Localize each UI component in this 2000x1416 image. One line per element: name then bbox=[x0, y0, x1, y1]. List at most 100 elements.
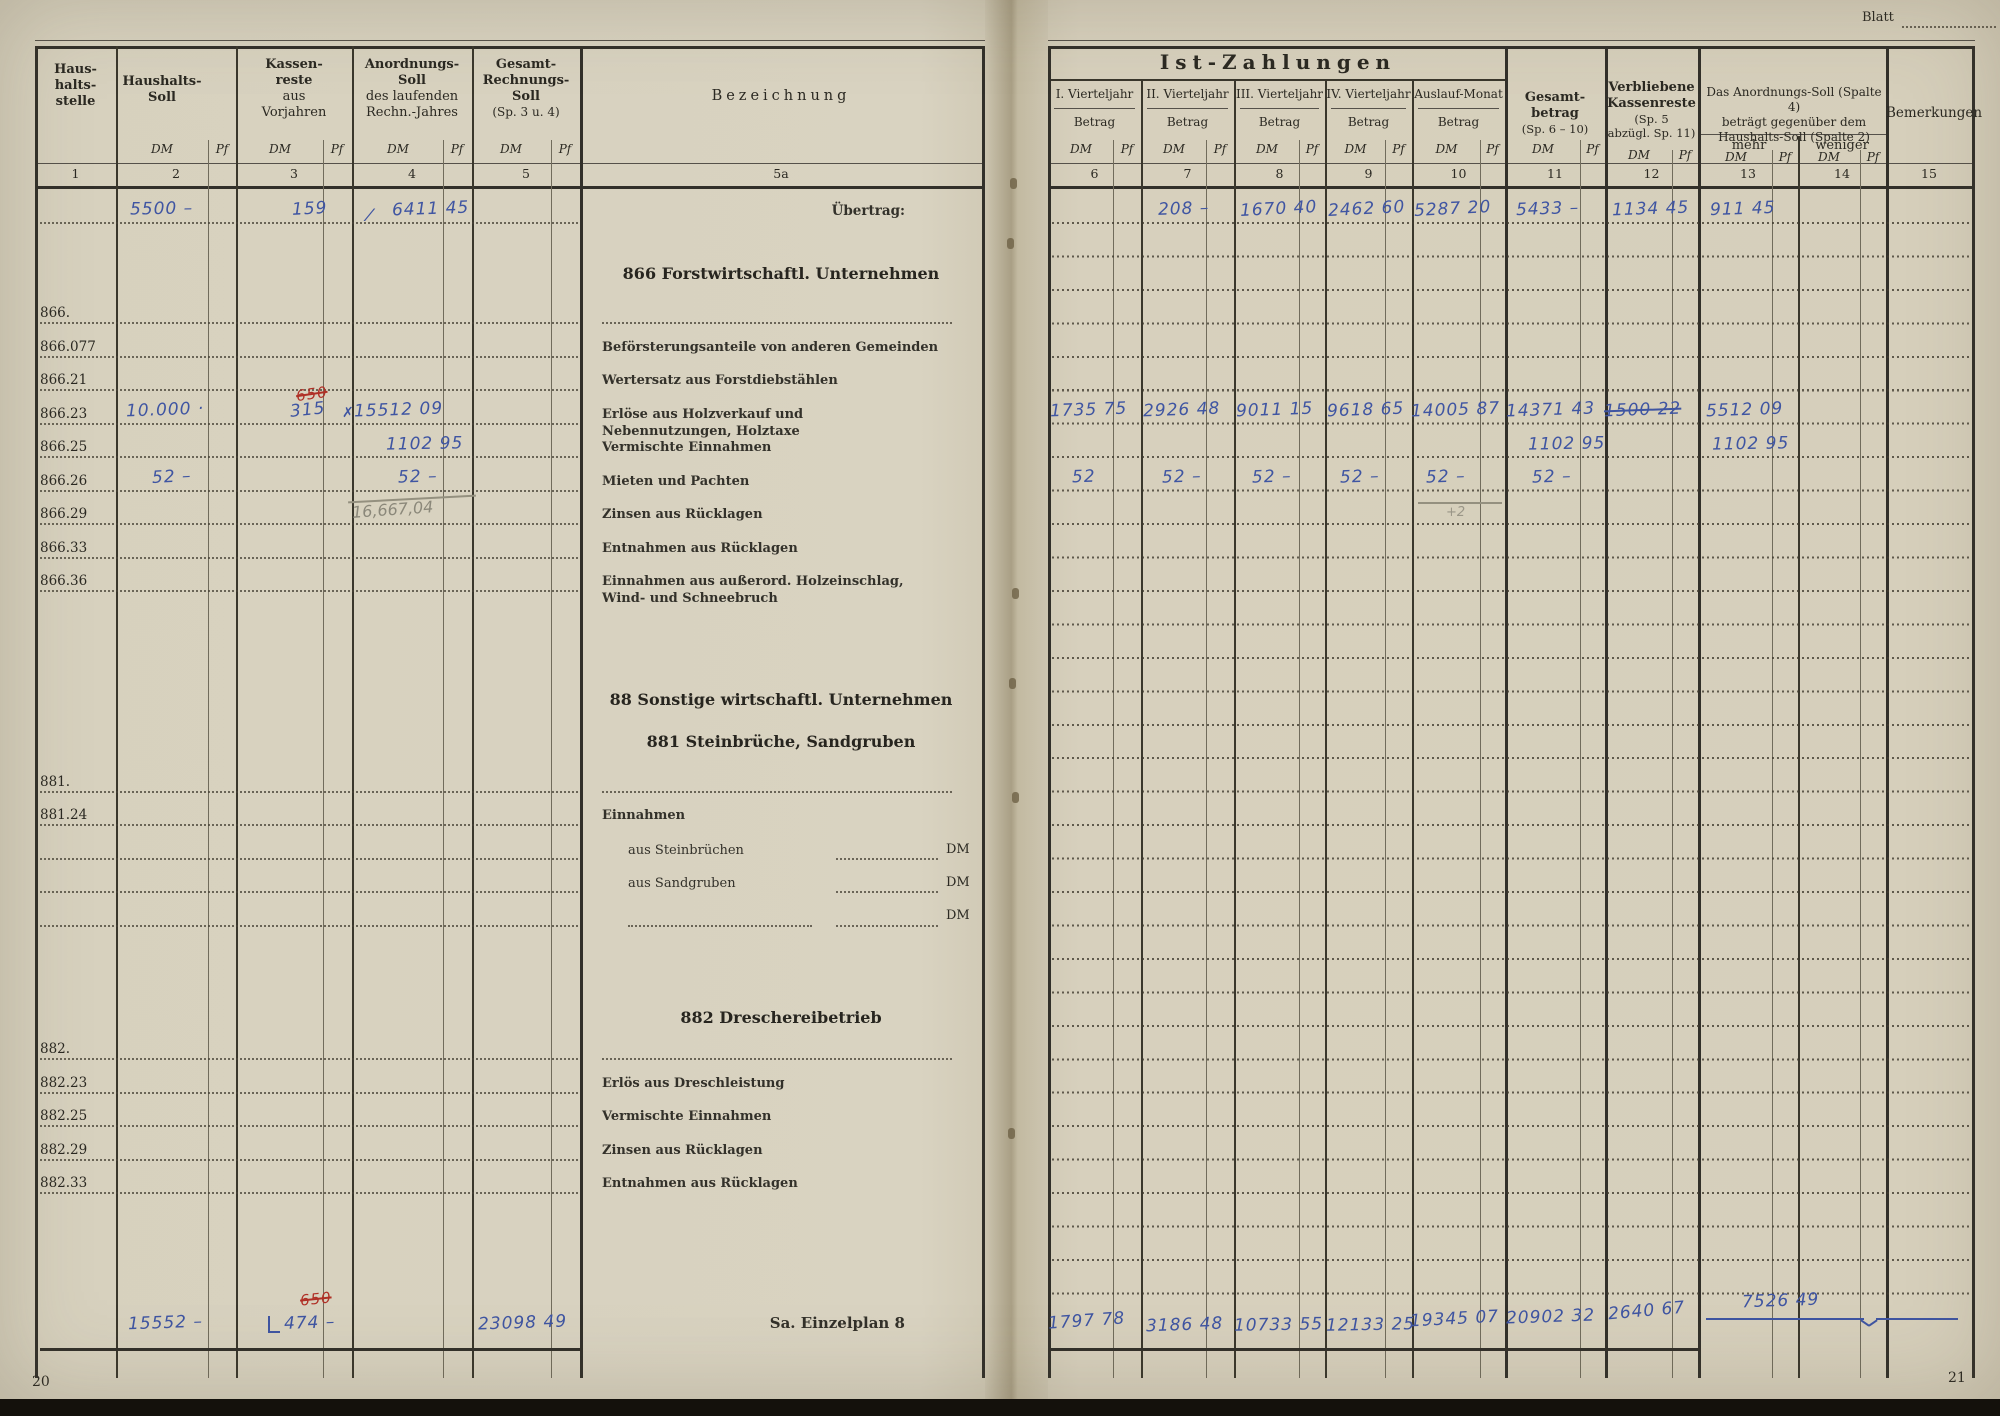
hw-quarter4: 2462 60 bbox=[1327, 196, 1406, 222]
hw-mehr: 911 45 bbox=[1709, 197, 1776, 221]
col-header-verbliebene-kassenreste: Verbliebene Kassenreste (Sp. 5 abzügl. S… bbox=[1607, 80, 1696, 140]
dm-label: DM bbox=[1070, 142, 1092, 156]
hw-stray-mark: ⁄ bbox=[368, 206, 372, 226]
row-label: Zinsen aus Rücklagen bbox=[602, 1143, 763, 1158]
row-label: Mieten und Pachten bbox=[602, 474, 750, 489]
hw-quarter3: 52 – bbox=[1251, 466, 1292, 488]
fill-in-line bbox=[836, 925, 938, 927]
col-header-bezeichnung: Bezeichnung bbox=[711, 88, 851, 104]
binding-stitch bbox=[1009, 678, 1016, 689]
row-line bbox=[40, 423, 578, 425]
pencil-line bbox=[1418, 502, 1502, 504]
row-line bbox=[40, 590, 578, 592]
section-heading-866: 866 Forstwirtschaftl. Unternehmen bbox=[622, 264, 940, 283]
section-heading-882: 882 Dreschereibetrieb bbox=[680, 1008, 882, 1027]
sub-row-label: aus Sandgruben bbox=[628, 876, 736, 891]
blatt-dotted-line bbox=[1902, 26, 1996, 28]
totals-label: Sa. Einzelplan 8 bbox=[769, 1314, 905, 1332]
row-code: 866.33 bbox=[40, 540, 88, 556]
totals-underline bbox=[1048, 1348, 1700, 1351]
quarter-header: II. Vierteljahr bbox=[1146, 87, 1229, 101]
hw-quarter4: 52 – bbox=[1339, 466, 1380, 488]
hw-check-mark: ✗ bbox=[342, 405, 355, 421]
col-header-haushalts-soll: Haushalts- Soll bbox=[122, 74, 202, 105]
hw-brace-line bbox=[1706, 1318, 1864, 1320]
hw-gesamtbetrag: 14371 43 bbox=[1505, 398, 1596, 422]
dm-label: DM bbox=[500, 142, 522, 156]
hw-anordnungs-soll-total: 23098 49 bbox=[477, 1311, 568, 1335]
rule bbox=[551, 140, 552, 1378]
row-code: 866.36 bbox=[40, 573, 88, 589]
hw-mehr: 1102 95 bbox=[1711, 433, 1790, 455]
hw-quarter2: 208 – bbox=[1157, 198, 1210, 220]
section-heading-88: 88 Sonstige wirtschaftl. Unternehmen bbox=[609, 690, 953, 709]
hw-anordnungs-soll: 52 – bbox=[397, 466, 438, 488]
row-code: 866. bbox=[40, 305, 71, 321]
quarter-header: Auslauf-Monat bbox=[1414, 87, 1503, 101]
row-line bbox=[40, 791, 578, 793]
hw-haushalts-soll-total: 15552 – bbox=[127, 1311, 204, 1335]
dm-label: DM bbox=[1163, 142, 1185, 156]
col-number: 10 bbox=[1450, 166, 1467, 181]
rule bbox=[35, 46, 985, 49]
pf-label: Pf bbox=[558, 142, 572, 156]
pf-label: Pf bbox=[330, 142, 344, 156]
row-label: Vermischte Einnahmen bbox=[602, 440, 772, 455]
row-line bbox=[40, 891, 578, 893]
row-lines bbox=[1052, 222, 1971, 1295]
row-label: Beförsterungsanteile von anderen Gemeind… bbox=[602, 340, 939, 355]
scanner-background bbox=[0, 1399, 2000, 1416]
row-label: Entnahmen aus Rücklagen bbox=[602, 541, 798, 556]
hw-anordnungs-soll: 6411 45 bbox=[391, 197, 470, 221]
row-code: 881. bbox=[40, 774, 71, 790]
row-code: 882. bbox=[40, 1041, 71, 1057]
row-line bbox=[40, 523, 578, 525]
rule bbox=[1048, 40, 1975, 41]
row-line bbox=[40, 925, 578, 927]
rule bbox=[1700, 134, 1888, 135]
hw-quarter2: 2926 48 bbox=[1142, 398, 1221, 422]
pf-label: Pf bbox=[450, 142, 464, 156]
rule bbox=[472, 46, 474, 1378]
hw-gesamtbetrag-total: 20902 32 bbox=[1505, 1305, 1596, 1329]
hw-kassenreste-rest: 1134 45 bbox=[1611, 197, 1690, 221]
currency-unit: DM bbox=[946, 908, 970, 923]
betrag-label: Betrag bbox=[1437, 115, 1480, 129]
row-label: Erlöse aus Holzverkauf und Nebennutzunge… bbox=[602, 407, 804, 439]
pf-label: Pf bbox=[1213, 142, 1227, 156]
row-label: Wertersatz aus Forstdiebstählen bbox=[602, 373, 838, 388]
weniger-header: weniger bbox=[1815, 138, 1869, 153]
row-code: 866.26 bbox=[40, 473, 88, 489]
col-number: 2 bbox=[172, 166, 180, 181]
hw-kassenreste-rest-struck: 1500 22 bbox=[1603, 398, 1682, 422]
hw-mehr-total: 7526 49 bbox=[1741, 1289, 1820, 1313]
hw-kassenreste: 159 bbox=[291, 198, 328, 220]
dm-label: DM bbox=[1725, 150, 1747, 164]
currency-unit: DM bbox=[946, 875, 970, 890]
pf-label: Pf bbox=[1586, 142, 1599, 156]
hw-gesamtbetrag: 5433 – bbox=[1515, 197, 1580, 221]
row-line bbox=[40, 222, 578, 224]
folio-number-right: 21 bbox=[1948, 1370, 1966, 1386]
rule bbox=[1048, 79, 1508, 81]
fill-in-line bbox=[836, 858, 938, 860]
col-number: 13 bbox=[1740, 166, 1756, 181]
binding-stitch bbox=[1012, 588, 1019, 599]
rule bbox=[116, 46, 118, 1378]
row-line bbox=[602, 1058, 952, 1060]
hw-quarter1: 1735 75 bbox=[1049, 398, 1128, 422]
col-number: 4 bbox=[408, 166, 416, 181]
dm-label: DM bbox=[1628, 148, 1650, 162]
col-number: 12 bbox=[1643, 166, 1660, 181]
hw-quarter3: 9011 15 bbox=[1235, 398, 1314, 422]
hw-haushalts-soll: 52 – bbox=[151, 465, 193, 489]
col-header-anordnungs-soll-vergleich: Das Anordnungs-Soll (Spalte 4) beträgt g… bbox=[1706, 85, 1882, 144]
pf-label: Pf bbox=[1305, 142, 1319, 156]
pencil-annotation: +2 bbox=[1446, 505, 1466, 520]
rule bbox=[1048, 46, 1975, 49]
hw-bracket-mark bbox=[268, 1316, 280, 1333]
row-label: Zinsen aus Rücklagen bbox=[602, 507, 763, 522]
rule bbox=[1240, 108, 1319, 109]
hw-red-correction: 650 bbox=[299, 1288, 333, 1310]
